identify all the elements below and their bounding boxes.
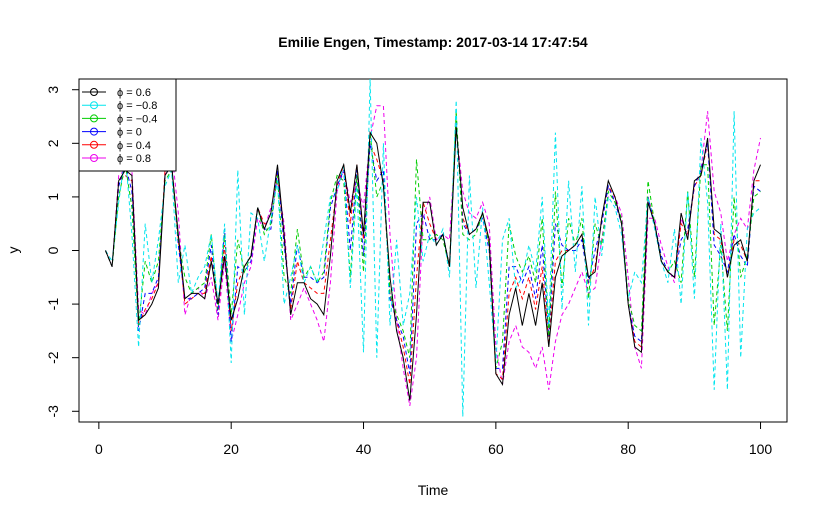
y-tick-label: -1 <box>45 298 61 311</box>
legend-label: ϕ = 0 <box>117 127 142 139</box>
plot-frame <box>78 78 788 423</box>
x-tick-label: 0 <box>95 441 103 457</box>
legend: ϕ = 0.6ϕ = −0.8ϕ = −0.4 ϕ = 0ϕ = 0.4ϕ = 0… <box>78 78 177 172</box>
x-axis: 0 20 40 60 80 100 <box>95 421 773 457</box>
legend-marker-2 <box>90 114 98 123</box>
x-axis-label: Time <box>418 482 449 498</box>
legend-box <box>78 78 177 172</box>
legend-marker-1 <box>90 101 98 110</box>
legend-marker-4 <box>90 140 98 149</box>
legend-label: ϕ = 0.4 <box>117 140 151 152</box>
series-layer <box>105 78 761 417</box>
legend-label: ϕ = 0.6 <box>117 87 151 99</box>
x-tick-label: 60 <box>488 441 504 457</box>
y-axis: -3 -2 -1 0 1 2 3 <box>45 86 80 418</box>
legend-label: ϕ = −0.8 <box>117 100 157 112</box>
y-tick-label: 0 <box>45 246 61 254</box>
series-line-0 <box>105 127 761 401</box>
series-line-4 <box>105 121 761 385</box>
y-tick-label: -2 <box>45 351 61 364</box>
legend-label: ϕ = 0.8 <box>117 153 151 165</box>
y-tick-label: 3 <box>45 86 61 94</box>
y-tick-label: 1 <box>45 193 61 201</box>
x-tick-label: 100 <box>749 441 773 457</box>
x-tick-label: 40 <box>356 441 372 457</box>
legend-marker-3 <box>90 127 98 136</box>
y-tick-label: -3 <box>45 405 61 418</box>
legend-label: ϕ = −0.4 <box>117 113 157 125</box>
y-tick-label: 2 <box>45 139 61 147</box>
y-axis-label: y <box>5 247 21 254</box>
series-line-5 <box>105 105 761 406</box>
legend-marker-5 <box>90 154 98 162</box>
x-tick-label: 80 <box>620 441 636 457</box>
chart-title: Emilie Engen, Timestamp: 2017-03-14 17:4… <box>278 34 588 50</box>
x-tick-label: 20 <box>223 441 239 457</box>
legend-marker-0 <box>90 88 98 96</box>
